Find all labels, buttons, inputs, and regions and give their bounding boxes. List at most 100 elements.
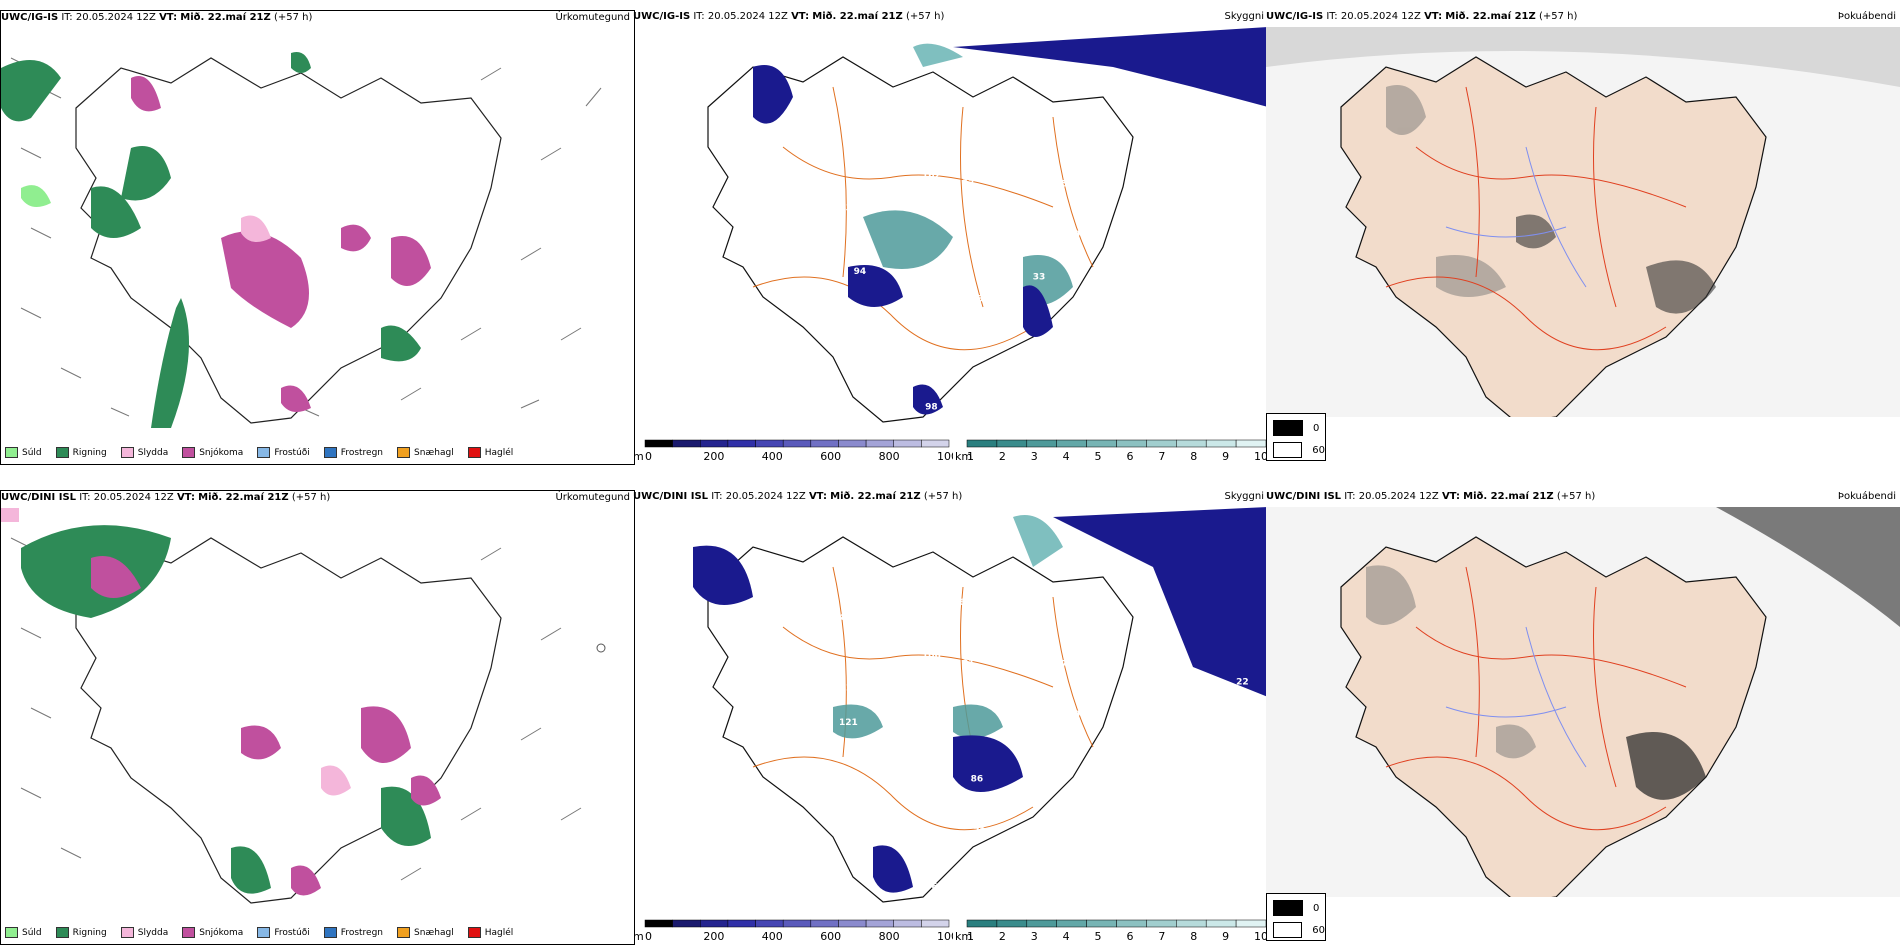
precip-legend-item: Frostúði <box>257 927 310 938</box>
fog-panel-top: UWC/IG-IS IT: 20.05.2024 12Z VT: Mið. 22… <box>1266 10 1900 465</box>
visibility-value-label: 57 <box>962 179 975 189</box>
fog-legend: 0 60 <box>1266 413 1326 461</box>
panel-title: Úrkomutegund <box>555 12 630 23</box>
vt-label: VT: <box>791 11 810 22</box>
colorbar-cell <box>810 439 839 448</box>
it-label: IT: <box>79 492 91 503</box>
model-name: UWC/DINI ISL <box>633 491 709 502</box>
model-name: UWC/DINI ISL <box>1266 491 1342 502</box>
colorbar-cell <box>893 439 922 448</box>
it-value: 20.05.2024 12Z <box>1340 11 1421 22</box>
visibility-value-label: 79 <box>1061 659 1074 669</box>
precip-legend-label: Frostregn <box>340 927 384 938</box>
fog-panel-bottom: UWC/DINI ISL IT: 20.05.2024 12Z VT: Mið.… <box>1266 490 1900 945</box>
precip-type-panel-bottom: UWC/DINI ISL IT: 20.05.2024 12Z VT: Mið.… <box>0 490 635 945</box>
panel-title: Þokuábendi <box>1837 11 1896 22</box>
colorbar-cell <box>865 439 894 448</box>
visibility-value-label: 22 <box>1236 677 1249 687</box>
colorbar-tick: 7 <box>1158 930 1165 943</box>
visibility-value-label: 943 <box>989 220 1008 230</box>
colorbar-tick: 5 <box>1095 450 1102 463</box>
visibility-value-label: 62 <box>863 337 876 347</box>
precip-legend-item: Rigning <box>55 927 107 938</box>
vt-label: VT: <box>1441 491 1460 502</box>
precip-legend-swatch <box>467 447 481 458</box>
colorbar-tick: 1000 <box>937 930 953 943</box>
precip-legend-item: Frostregn <box>323 447 383 458</box>
lead-time: (+57 h) <box>905 11 945 22</box>
colorbar-tick: 6 <box>1126 930 1133 943</box>
colorbar-tick: 1 <box>967 930 974 943</box>
visibility-value-label: 60 <box>753 707 766 717</box>
visibility-value-label: 88 <box>878 659 891 669</box>
colorbar-unit: m <box>633 450 644 463</box>
panel-header: UWC/IG-IS IT: 20.05.2024 12Z VT: Mið. 22… <box>1 11 634 27</box>
lead-time: (+57 h) <box>923 491 963 502</box>
colorbar-tick: 5 <box>1095 930 1102 943</box>
precip-legend-item: Snjókoma <box>182 447 243 458</box>
colorbar-cell <box>1146 919 1177 928</box>
colorbar-unit: km <box>955 930 972 943</box>
visibility-value-label: 91 <box>674 671 687 681</box>
colorbar-cell <box>1056 919 1087 928</box>
colorbar-cell <box>1116 919 1147 928</box>
colorbar-tick: 10 <box>1254 450 1268 463</box>
visibility-value-label: 54 <box>673 691 686 701</box>
vt-label: VT: <box>159 12 178 23</box>
visibility-value-label: 131 <box>854 747 873 757</box>
precip-legend-item: Snæhagl <box>397 927 454 938</box>
colorbar-cell <box>727 439 756 448</box>
lead-time: (+57 h) <box>1538 11 1578 22</box>
colorbar-cell <box>672 919 701 928</box>
fog-legend-label: 0 <box>1313 422 1320 434</box>
it-label: IT: <box>61 12 73 23</box>
visibility-value-label: 93 <box>947 118 960 128</box>
visibility-value-label: 53 <box>863 817 876 827</box>
visibility-value-label: 50 <box>1061 179 1074 189</box>
vt-value: Mið. 22.maí 21Z <box>1463 491 1554 502</box>
precip-legend-swatch <box>182 447 196 458</box>
visibility-value-label: 98 <box>980 549 993 559</box>
colorbar-tick: 600 <box>820 450 841 463</box>
visibility-value-label: 106 <box>922 651 941 661</box>
visibility-value-label: 62 <box>878 179 891 189</box>
visibility-value-label: 42 <box>980 69 993 79</box>
colorbar-cell <box>996 439 1028 448</box>
iceland-outline <box>1340 536 1767 897</box>
precip-legend-label: Frostúði <box>274 447 310 458</box>
fog-swatch <box>1273 900 1303 916</box>
it-value: 20.05.2024 12Z <box>75 12 156 23</box>
visibility-value-label: 46 <box>1153 667 1166 677</box>
colorbar-cell <box>755 919 784 928</box>
precip-legend-item: Snæhagl <box>397 447 454 458</box>
precip-legend-item: Slydda <box>120 927 168 938</box>
it-label: IT: <box>711 491 723 502</box>
precip-legend-swatch <box>5 927 18 938</box>
visibility-value-label: 92 <box>781 291 794 301</box>
visibility-value-label: 89 <box>1068 710 1081 720</box>
visibility-value-label: 90 <box>855 605 868 615</box>
model-name: UWC/IG-IS <box>633 11 691 22</box>
fog-legend-label: 60 <box>1312 924 1325 936</box>
fog-legend-label: 0 <box>1313 902 1320 914</box>
visibility-value-label: 30 <box>928 599 941 609</box>
colorbar-tick: 6 <box>1126 450 1133 463</box>
visibility-value-label: 82 <box>904 291 917 301</box>
colorbar-cell <box>1205 919 1237 928</box>
colorbar-cell <box>1235 919 1267 928</box>
visibility-value-label: 120 <box>855 125 874 135</box>
lead-time: (+57 h) <box>291 492 331 503</box>
precip-legend-swatch <box>257 447 271 458</box>
visibility-value-label: 73 <box>973 827 986 837</box>
vt-label: VT: <box>176 492 195 503</box>
precip-legend-label: Snjókoma <box>199 447 244 458</box>
fog-legend-label: 60 <box>1312 444 1325 456</box>
colorbar-cell <box>700 919 729 928</box>
colorbar-tick: 7 <box>1158 450 1165 463</box>
panel-header: UWC/DINI ISL IT: 20.05.2024 12Z VT: Mið.… <box>1 491 634 507</box>
visibility-value-label: 89 <box>840 613 853 623</box>
visibility-value-label: 132 <box>1062 808 1081 818</box>
precip-legend-swatch <box>120 927 134 938</box>
visibility-value-label: 162 <box>922 171 941 181</box>
visibility-panel-top: UWC/IG-IS IT: 20.05.2024 12Z VT: Mið. 22… <box>633 10 1268 465</box>
